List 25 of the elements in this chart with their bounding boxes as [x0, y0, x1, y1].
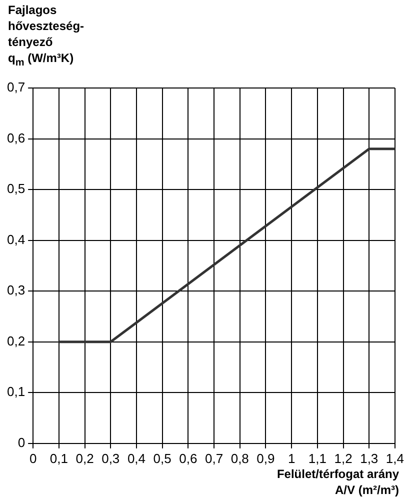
- y-tick-label: 0,6: [6, 130, 26, 146]
- x-tick-label: 0,1: [50, 450, 68, 466]
- x-tick-label: 1,3: [360, 450, 378, 466]
- y-tick-label: 0,4: [6, 232, 26, 247]
- y-tick-label: 0,3: [6, 282, 26, 298]
- x-tick-label: 1,4: [386, 450, 404, 466]
- x-tick-label: 0,8: [230, 450, 249, 466]
- x-tick-label: 0,6: [179, 450, 198, 466]
- x-tick-label: 0,4: [127, 450, 146, 466]
- y-tick-label: 0: [18, 434, 26, 450]
- x-tick-label: 1: [288, 450, 296, 466]
- y-tick-label: 0,2: [6, 333, 26, 348]
- x-tick-label: 0,5: [153, 450, 172, 466]
- x-tick-label: 0,9: [256, 450, 275, 466]
- x-axis-title: Felület/térfogat arány A/V (m²/m³): [276, 466, 399, 498]
- x-tick-label: 0: [29, 450, 37, 466]
- x-tick-label: 0,7: [204, 450, 224, 466]
- y-tick-label: 0,5: [6, 181, 26, 196]
- x-tick-label: 0,2: [76, 450, 94, 466]
- x-tick-label: 1,2: [334, 450, 352, 466]
- y-tick-label: 0,1: [6, 384, 26, 400]
- x-tick-label: 0,3: [102, 450, 120, 466]
- y-axis-title: Fajlagos hőveszteség- tényező q$_{m}$ (W/m³K): [8, 2, 84, 70]
- y-tick-label: 0,7: [6, 80, 26, 95]
- x-tick-label: 1,1: [308, 450, 326, 466]
